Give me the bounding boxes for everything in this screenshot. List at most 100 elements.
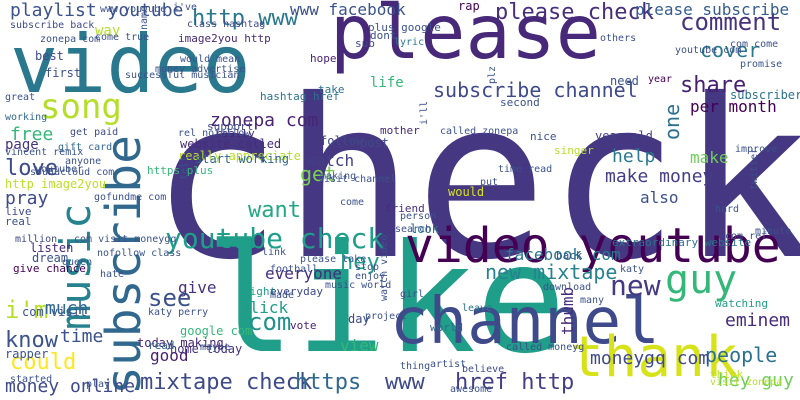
word-cloud-word: hashtag href xyxy=(260,90,340,103)
word-cloud-word: song xyxy=(40,87,122,127)
word-cloud-word: listen xyxy=(30,241,74,255)
word-cloud-word: visit zonepa xyxy=(710,377,783,388)
word-cloud-word: watch xyxy=(306,151,355,170)
word-cloud-word: also xyxy=(640,188,679,207)
word-cloud-word: com come xyxy=(730,39,779,50)
word-cloud-word: others xyxy=(600,33,637,44)
word-cloud-word: zonepa com xyxy=(210,110,319,131)
word-cloud-word: would xyxy=(448,185,485,199)
word-cloud-word: youtube com xyxy=(675,45,742,56)
word-cloud-word: everyday xyxy=(270,285,323,298)
word-cloud-word: person xyxy=(400,211,437,222)
word-cloud-word: vote xyxy=(290,319,317,332)
word-cloud-word: moneygq com xyxy=(590,348,710,369)
word-cloud-word: visit channel xyxy=(318,174,397,185)
word-cloud-word: know xyxy=(5,328,58,353)
word-cloud-word: lyric xyxy=(394,37,425,48)
word-cloud-word: please subscribe xyxy=(635,0,790,19)
word-cloud-word: world xyxy=(430,321,464,334)
word-cloud-word: plus google xyxy=(368,21,441,34)
word-cloud-word: working xyxy=(5,112,48,123)
word-cloud-word: www facebook xyxy=(290,0,406,19)
word-cloud-word: dream xyxy=(32,251,69,265)
word-cloud-word: right xyxy=(243,285,277,298)
word-cloud-word: successful musician xyxy=(125,70,240,81)
word-cloud-word: comment xyxy=(680,8,782,36)
word-cloud-word: think xyxy=(710,368,744,381)
word-cloud-word: thumb xyxy=(558,286,577,335)
word-cloud-word: subscriber xyxy=(730,88,800,102)
word-cloud-word: really xyxy=(215,127,255,140)
word-cloud-word: video youtube xyxy=(405,218,781,274)
word-cloud-word: mother xyxy=(380,124,420,137)
word-cloud-word: share xyxy=(680,73,747,98)
word-cloud-word: great xyxy=(5,92,36,103)
word-cloud-word: video xyxy=(10,18,251,111)
word-cloud-word: vincent remix xyxy=(5,147,84,158)
word-cloud-word: start working xyxy=(195,152,289,166)
word-cloud-word: soundcloud com xyxy=(30,167,115,178)
word-cloud-word: youtuber xyxy=(35,164,84,175)
word-cloud-word: follow xyxy=(320,134,364,148)
word-cloud-word: cover xyxy=(700,38,761,62)
word-cloud-word: please check xyxy=(495,0,654,25)
word-cloud-word: really appreciate xyxy=(178,149,301,163)
word-cloud-word: support xyxy=(207,120,254,133)
word-cloud-word: awesome xyxy=(450,384,493,395)
word-cloud-word: improve xyxy=(735,144,778,155)
word-cloud-word: i've xyxy=(173,2,198,13)
word-cloud-word: love xyxy=(5,156,58,181)
word-cloud-word: see xyxy=(148,284,192,312)
word-cloud-word: i'll xyxy=(419,100,430,125)
word-cloud-word: thank xyxy=(570,325,739,390)
word-cloud-word: many xyxy=(580,295,605,306)
word-cloud-word: www youtube xyxy=(100,4,167,15)
word-cloud-word: playlist youtube xyxy=(10,0,184,21)
word-cloud-word: stop xyxy=(355,262,380,273)
word-cloud-word: make xyxy=(690,148,729,167)
word-cloud-word: put xyxy=(480,177,499,188)
word-cloud-word: com visit moneygq xyxy=(74,234,177,245)
word-cloud-word: music world xyxy=(325,280,392,291)
word-cloud-word: take xyxy=(318,83,345,96)
word-cloud-word: enjoy xyxy=(355,271,386,282)
word-cloud-word: gift card xyxy=(58,142,113,153)
word-cloud-word: live xyxy=(5,205,32,218)
word-cloud-word: pray xyxy=(5,188,49,209)
word-cloud-word: com visit xyxy=(22,305,88,319)
word-cloud-word: second xyxy=(500,96,540,109)
word-cloud-word: best xyxy=(35,49,64,63)
word-cloud-word: anyone xyxy=(65,156,102,167)
word-cloud-word: money online xyxy=(5,376,136,397)
word-cloud-word: rap xyxy=(458,0,480,13)
word-cloud-word: katy xyxy=(620,264,645,275)
word-cloud-word: facebook com xyxy=(505,245,621,264)
word-cloud-word: need xyxy=(610,74,639,88)
word-cloud-word: time read xyxy=(498,164,553,175)
word-cloud-word: time xyxy=(60,326,104,347)
word-cloud-word: com xyxy=(248,308,292,336)
word-cloud-word: i'm xyxy=(5,296,49,324)
word-cloud-word: new mixtape xyxy=(485,260,618,284)
word-cloud-word: zonepa com xyxy=(40,34,101,45)
word-cloud-word: subscribe back xyxy=(10,20,95,31)
word-cloud-word: girl xyxy=(400,289,425,300)
word-cloud-word: year xyxy=(648,74,673,85)
word-cloud-word: hey guy xyxy=(718,370,794,391)
word-cloud-word: help xyxy=(612,146,656,167)
word-cloud-word: made xyxy=(270,290,295,301)
word-cloud-word: watching xyxy=(715,297,768,310)
word-cloud-word: make money xyxy=(605,166,714,187)
word-cloud-word: new xyxy=(610,269,661,302)
word-cloud-word: could xyxy=(10,350,77,375)
word-cloud-word: please xyxy=(330,0,601,76)
word-cloud-word: maybe xyxy=(200,342,231,353)
word-cloud-word: website called xyxy=(180,137,282,151)
word-cloud-word: google com xyxy=(180,324,253,338)
word-cloud-word: hate xyxy=(100,269,125,280)
word-cloud-word: year old xyxy=(595,129,653,143)
word-cloud-word: free xyxy=(10,124,54,145)
word-cloud-word: gofundme com xyxy=(94,192,167,203)
word-cloud-word: singer xyxy=(554,144,594,157)
